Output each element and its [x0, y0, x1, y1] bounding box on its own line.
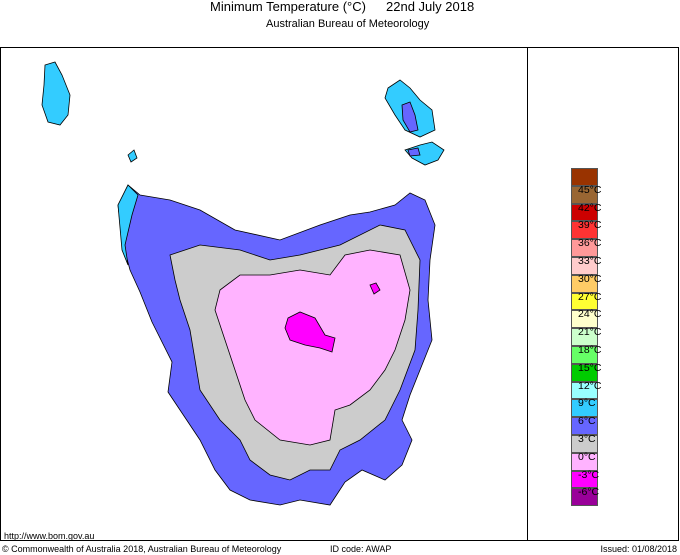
bom-url-link[interactable]: http://www.bom.gov.au [4, 531, 95, 541]
legend-swatch [571, 381, 598, 400]
legend-swatch [571, 257, 598, 275]
legend-label: -3°C [578, 468, 600, 481]
legend-swatch [571, 452, 598, 471]
legend-label: 42°C [578, 201, 602, 214]
zone-below-minus3-small [369, 282, 381, 295]
legend-label: -6°C [578, 486, 600, 499]
small-island [127, 149, 138, 163]
legend-swatch [571, 221, 598, 240]
legend-label: 30°C [578, 272, 602, 285]
cape-barren-inner [407, 147, 421, 157]
west-coast-warm-zone [117, 184, 139, 266]
legend-swatch [571, 328, 598, 346]
zone-below-minus3 [284, 311, 336, 353]
legend-label: 27°C [578, 290, 602, 303]
legend-label: 18°C [578, 344, 602, 356]
legend-swatch [571, 363, 598, 382]
legend-swatch [571, 470, 598, 489]
legend-swatch [571, 346, 598, 364]
legend-swatch [571, 399, 598, 418]
legend-swatch [571, 239, 598, 257]
map-frame [0, 47, 679, 541]
map-subtitle: Australian Bureau of Meteorology [266, 18, 430, 30]
legend-swatch [571, 274, 598, 293]
zone-below-0 [214, 249, 411, 446]
issued-date: Issued: 01/08/2018 [600, 544, 677, 554]
map-title: Minimum Temperature (°C) [210, 0, 366, 14]
legend-divider [527, 47, 528, 541]
legend-label: 9°C [578, 397, 596, 410]
legend-label: 3°C [578, 433, 596, 445]
legend-label: 12°C [578, 379, 602, 392]
legend-swatch [571, 488, 598, 507]
map-date: 22nd July 2018 [386, 0, 475, 14]
legend-swatch [571, 435, 598, 453]
legend-swatch [571, 185, 598, 204]
legend-label: 6°C [578, 415, 596, 428]
king-island [41, 61, 71, 126]
legend-label: 21°C [578, 326, 602, 339]
legend-label: 45°C [578, 183, 602, 196]
legend-label: 24°C [578, 308, 602, 321]
legend-label: 0°C [578, 450, 596, 463]
legend-swatch [571, 168, 598, 186]
legend-label: 15°C [578, 361, 602, 374]
legend-swatch [571, 292, 598, 311]
flinders-island-inner [401, 101, 419, 133]
legend-swatch [571, 417, 598, 435]
legend-label: 33°C [578, 255, 602, 267]
legend-swatch [571, 310, 598, 329]
legend-label: 36°C [578, 237, 602, 250]
tasmania-map [41, 61, 445, 506]
copyright-text: © Commonwealth of Australia 2018, Austra… [2, 544, 282, 554]
cape-barren-island [404, 141, 445, 166]
legend-swatch [571, 203, 598, 222]
id-code: ID code: AWAP [330, 544, 392, 554]
legend-label: 39°C [578, 219, 602, 232]
